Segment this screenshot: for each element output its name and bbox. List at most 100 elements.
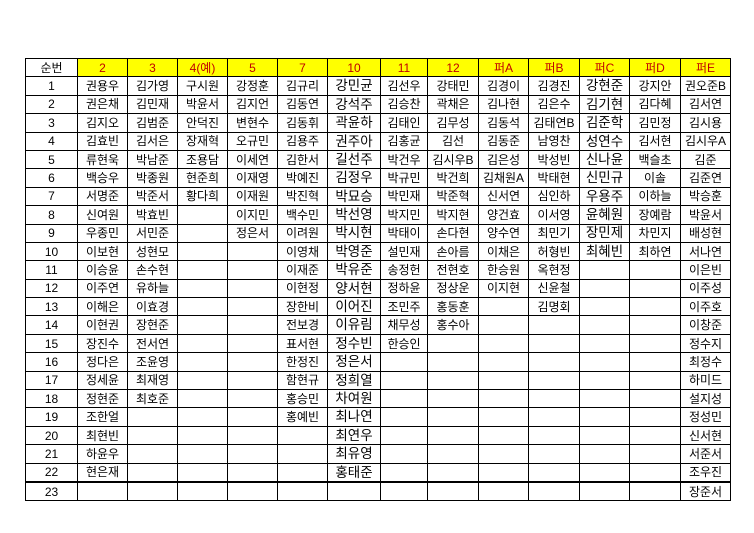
name-cell[interactable]: 김민정 [629, 113, 681, 133]
row-number-cell[interactable]: 13 [25, 297, 78, 317]
name-cell[interactable]: 김동연 [277, 94, 328, 115]
empty-cell[interactable] [177, 205, 228, 225]
name-cell[interactable]: 서명준 [77, 186, 128, 207]
row-number-cell[interactable]: 23 [25, 480, 78, 502]
empty-cell[interactable] [380, 389, 428, 409]
name-cell[interactable]: 윤혜원 [579, 205, 630, 225]
name-cell[interactable]: 신나윤 [579, 149, 630, 170]
name-cell[interactable]: 오규민 [227, 131, 278, 151]
name-cell[interactable]: 최하연 [629, 241, 681, 262]
empty-cell[interactable] [427, 389, 479, 409]
empty-cell[interactable] [528, 407, 580, 427]
empty-cell[interactable] [177, 389, 228, 409]
name-cell[interactable]: 한정진 [277, 352, 328, 372]
empty-cell[interactable] [478, 462, 529, 483]
row-number-cell[interactable]: 11 [25, 260, 78, 280]
name-cell[interactable]: 이영채 [277, 241, 328, 262]
name-cell[interactable]: 김한서 [277, 149, 328, 170]
empty-cell[interactable] [380, 425, 428, 446]
name-cell[interactable]: 최호준 [127, 389, 178, 409]
name-cell[interactable]: 박진혁 [277, 186, 328, 207]
name-cell[interactable]: 김무성 [427, 113, 479, 133]
name-cell[interactable]: 박종원 [127, 168, 178, 188]
name-cell[interactable]: 전서연 [127, 333, 178, 354]
empty-cell[interactable] [177, 352, 228, 372]
empty-cell[interactable] [579, 278, 630, 299]
name-cell[interactable]: 신서현 [680, 425, 731, 446]
name-cell[interactable]: 김다혜 [629, 94, 681, 115]
empty-cell[interactable] [579, 444, 630, 464]
empty-cell[interactable] [127, 480, 178, 502]
name-cell[interactable]: 손다현 [427, 223, 479, 243]
name-cell[interactable]: 양건효 [478, 205, 529, 225]
name-cell[interactable]: 김선 [427, 131, 479, 151]
name-cell[interactable]: 김승찬 [380, 94, 428, 115]
name-cell[interactable]: 정성민 [680, 407, 731, 427]
name-cell[interactable]: 이채은 [478, 241, 529, 262]
row-number-cell[interactable]: 10 [25, 241, 78, 262]
name-cell[interactable]: 장민제 [579, 223, 630, 243]
empty-cell[interactable] [478, 389, 529, 409]
name-cell[interactable]: 박규민 [380, 168, 428, 188]
name-cell[interactable]: 김시우B [427, 149, 479, 170]
name-cell[interactable]: 양서현 [327, 278, 381, 299]
empty-cell[interactable] [380, 462, 428, 483]
empty-cell[interactable] [177, 333, 228, 354]
name-cell[interactable]: 송정헌 [380, 260, 428, 280]
name-cell[interactable]: 채무성 [380, 315, 428, 335]
empty-cell[interactable] [227, 480, 278, 502]
empty-cell[interactable] [177, 370, 228, 391]
name-cell[interactable]: 박지현 [427, 205, 479, 225]
name-cell[interactable]: 정수빈 [327, 333, 381, 354]
name-cell[interactable]: 백승우 [77, 168, 128, 188]
name-cell[interactable]: 허형빈 [528, 241, 580, 262]
name-cell[interactable]: 박승훈 [680, 186, 731, 207]
name-cell[interactable]: 김은수 [528, 94, 580, 115]
name-cell[interactable]: 정희열 [327, 370, 381, 391]
row-number-cell[interactable]: 15 [25, 333, 78, 354]
empty-cell[interactable] [380, 407, 428, 427]
empty-cell[interactable] [629, 370, 681, 391]
name-cell[interactable]: 김준 [680, 149, 731, 170]
name-cell[interactable]: 안덕진 [177, 113, 228, 133]
row-number-cell[interactable]: 21 [25, 444, 78, 464]
name-cell[interactable]: 박성빈 [528, 149, 580, 170]
empty-cell[interactable] [478, 407, 529, 427]
name-cell[interactable]: 김동준 [478, 131, 529, 151]
empty-cell[interactable] [177, 480, 228, 502]
name-cell[interactable]: 박효빈 [127, 205, 178, 225]
name-cell[interactable]: 박영준 [327, 241, 381, 262]
empty-cell[interactable] [177, 297, 228, 317]
name-cell[interactable]: 김용주 [277, 131, 328, 151]
empty-cell[interactable] [629, 315, 681, 335]
name-cell[interactable]: 이창준 [680, 315, 731, 335]
empty-cell[interactable] [177, 315, 228, 335]
name-cell[interactable]: 양수연 [478, 223, 529, 243]
name-cell[interactable]: 길선주 [327, 149, 381, 170]
empty-cell[interactable] [177, 444, 228, 464]
empty-cell[interactable] [227, 370, 278, 391]
name-cell[interactable]: 현은재 [77, 462, 128, 483]
name-cell[interactable]: 최연우 [327, 425, 381, 446]
name-cell[interactable]: 성현모 [127, 241, 178, 262]
empty-cell[interactable] [177, 278, 228, 299]
name-cell[interactable]: 유하늘 [127, 278, 178, 299]
name-cell[interactable]: 신서연 [478, 186, 529, 207]
name-cell[interactable]: 김시우A [680, 131, 731, 151]
name-cell[interactable]: 김선우 [380, 76, 428, 96]
name-cell[interactable]: 박민재 [380, 186, 428, 207]
name-cell[interactable]: 백슬초 [629, 149, 681, 170]
name-cell[interactable]: 최재영 [127, 370, 178, 391]
name-cell[interactable]: 조윤영 [127, 352, 178, 372]
name-cell[interactable]: 장진수 [77, 333, 128, 354]
empty-cell[interactable] [327, 480, 381, 502]
name-cell[interactable]: 최민기 [528, 223, 580, 243]
empty-cell[interactable] [579, 260, 630, 280]
header-cell-2[interactable]: 2 [77, 57, 128, 78]
empty-cell[interactable] [629, 297, 681, 317]
empty-cell[interactable] [478, 444, 529, 464]
header-cell-퍼C[interactable]: 퍼C [579, 57, 630, 78]
name-cell[interactable]: 강현준 [579, 76, 630, 96]
name-cell[interactable]: 김동석 [478, 113, 529, 133]
name-cell[interactable]: 권오준B [680, 76, 731, 96]
